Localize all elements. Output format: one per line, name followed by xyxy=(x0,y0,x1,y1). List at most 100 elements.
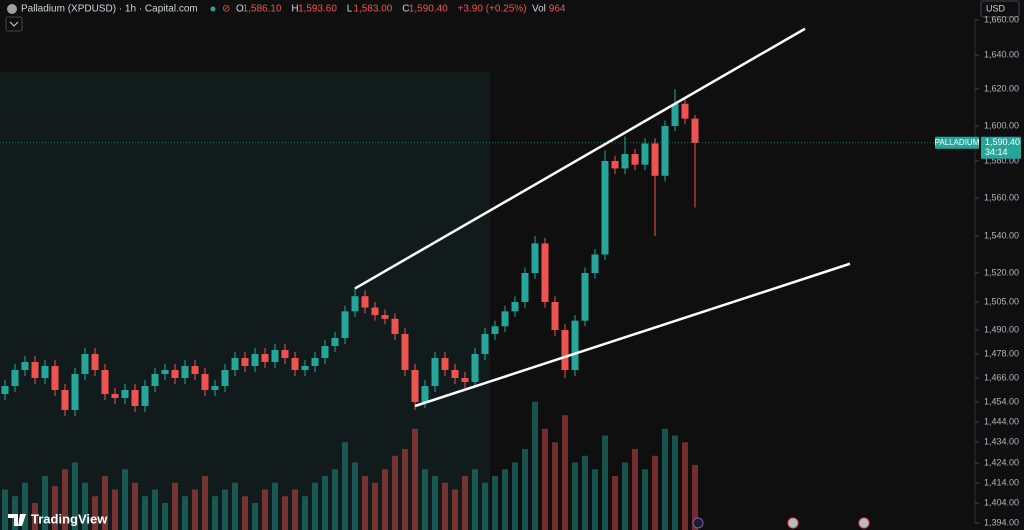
candle-body xyxy=(401,334,409,370)
candle-body xyxy=(471,354,479,382)
symbol-tag: PALLADIUM xyxy=(935,138,980,147)
volume-bar xyxy=(382,469,388,530)
candle-body xyxy=(271,350,279,362)
volume-bar xyxy=(12,496,18,530)
volume-bar xyxy=(222,489,228,530)
volume-bar xyxy=(692,464,698,530)
volume-bar xyxy=(532,401,538,530)
candle-body xyxy=(21,362,29,370)
ohlc-key: C xyxy=(402,4,409,15)
candle-body xyxy=(581,273,589,321)
candle-body xyxy=(621,154,629,169)
candle-body xyxy=(231,358,239,370)
ohlc-key: O xyxy=(236,4,244,15)
volume-bar xyxy=(442,482,448,530)
y-tick-label: 1,600.00 xyxy=(984,120,1019,130)
volume-bar xyxy=(252,503,258,530)
volume-bar xyxy=(172,482,178,530)
volume-bar xyxy=(622,462,628,530)
volume-bar xyxy=(662,428,668,530)
candle-body xyxy=(141,386,149,406)
candle-layer xyxy=(1,89,699,416)
volume-bar xyxy=(342,442,348,530)
candle-body xyxy=(531,243,539,273)
candle-body xyxy=(411,370,419,402)
candle-body xyxy=(481,334,489,354)
symbol-tag-bg xyxy=(935,136,979,149)
y-tick-label: 1,444.00 xyxy=(984,416,1019,426)
volume-bar xyxy=(32,503,38,530)
volume-bar xyxy=(672,435,678,530)
candle-body xyxy=(321,346,329,358)
candle-body xyxy=(551,302,559,330)
y-tick-label: 1,434.00 xyxy=(984,436,1019,446)
ohlc-value: 1,583.00 xyxy=(353,4,392,15)
volume-bar xyxy=(122,469,128,530)
chart-title: Palladium (XPDUSD) · 1h · Capital.com xyxy=(21,4,198,15)
candle-body xyxy=(361,296,369,308)
volume-bar xyxy=(112,489,118,530)
y-tick-label: 1,580.00 xyxy=(984,155,1019,165)
volume-bar xyxy=(182,496,188,530)
event-icon[interactable] xyxy=(858,517,870,529)
candle-body xyxy=(521,273,529,302)
y-tick-label: 1,660.00 xyxy=(984,14,1019,24)
currency-button[interactable] xyxy=(980,0,1020,18)
flag-icon: ⊘ xyxy=(222,4,230,15)
volume-bar xyxy=(72,462,78,530)
volume-layer xyxy=(2,401,698,530)
candle-body xyxy=(41,366,49,378)
volume-bar xyxy=(92,496,98,530)
event-icon[interactable] xyxy=(692,517,704,529)
candle-body xyxy=(381,315,389,319)
trend-line xyxy=(354,27,806,290)
volume-bar xyxy=(132,482,138,530)
candle-body xyxy=(331,338,339,346)
collapse-button[interactable] xyxy=(5,16,23,32)
price-axis xyxy=(975,0,1024,530)
candle-body xyxy=(291,358,299,370)
candle-body xyxy=(461,378,469,382)
volume-bar xyxy=(522,449,528,530)
candle-body xyxy=(431,358,439,386)
ohlc-legend: O1,586.10 H 1,593.60 L 1,583.00 C 1,590.40 +3.9… xyxy=(236,4,566,15)
y-tick-label: 1,540.00 xyxy=(984,230,1019,240)
candle-body xyxy=(571,320,579,370)
volume-bar xyxy=(492,476,498,530)
volume-bar xyxy=(52,486,58,530)
y-tick-label: 1,478.00 xyxy=(984,348,1019,358)
candle-body xyxy=(191,366,199,374)
candle-body xyxy=(261,354,269,362)
volume-bar xyxy=(242,496,248,530)
candle-body xyxy=(71,374,79,410)
volume-bar xyxy=(572,462,578,530)
volume-bar xyxy=(652,455,658,530)
volume-bar xyxy=(262,489,268,530)
volume-bar xyxy=(332,469,338,530)
candle-body xyxy=(541,243,549,302)
volume-bar xyxy=(432,476,438,530)
volume-bar xyxy=(22,482,28,530)
candle-body xyxy=(681,103,689,119)
change: +3.90 (+0.25%) xyxy=(458,4,527,15)
candle-body xyxy=(171,370,179,378)
candle-body xyxy=(351,296,359,312)
y-tick-label: 1,620.00 xyxy=(984,83,1019,93)
volume-bar xyxy=(352,462,358,530)
candle-body xyxy=(281,350,289,358)
ohlc-value: 1,590.40 xyxy=(409,4,448,15)
candle-body xyxy=(81,354,89,374)
y-tick-label: 1,640.00 xyxy=(984,49,1019,59)
ohlc-value: 1,586.10 xyxy=(243,4,282,15)
brand-logo xyxy=(8,514,26,526)
volume-bar xyxy=(142,496,148,530)
event-icon[interactable] xyxy=(787,517,799,529)
volume-bar xyxy=(42,476,48,530)
candle-body xyxy=(371,307,379,316)
volume-bar xyxy=(362,476,368,530)
y-tick-label: 1,490.00 xyxy=(984,324,1019,334)
volume-bar xyxy=(642,469,648,530)
candle-body xyxy=(31,362,39,378)
candle-body xyxy=(1,386,9,394)
